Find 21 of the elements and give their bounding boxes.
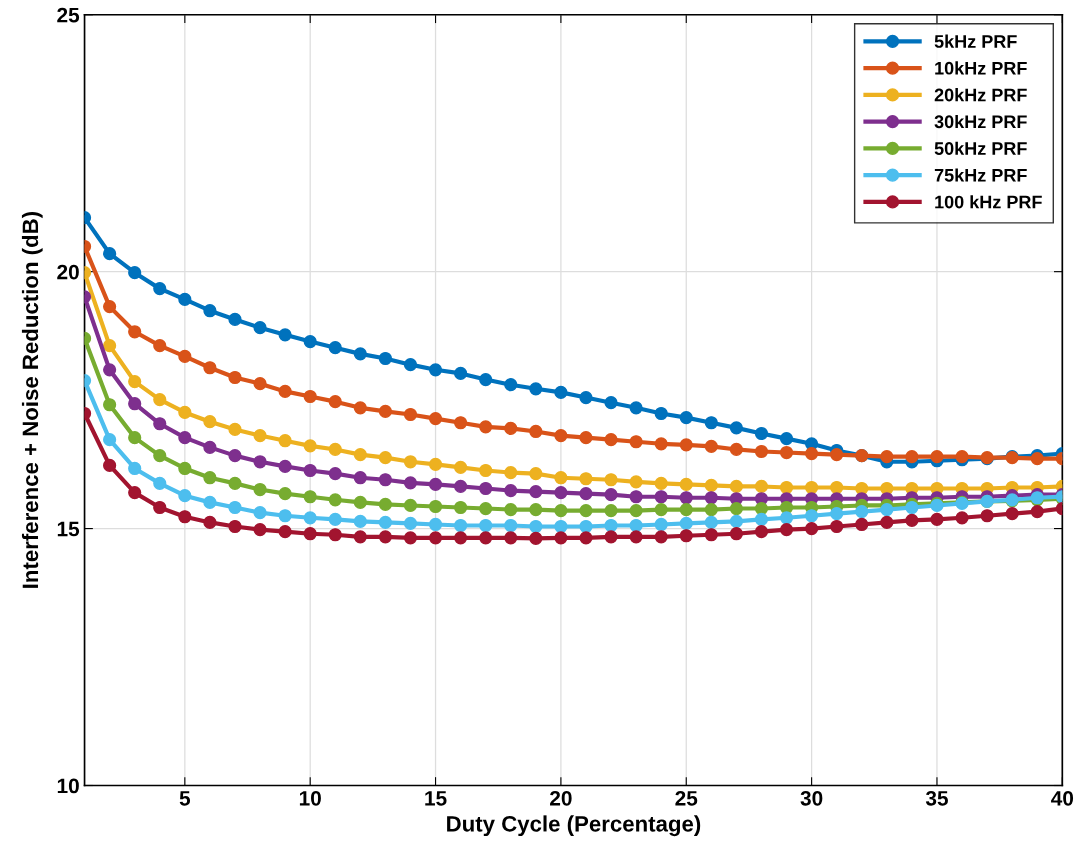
x-tick-label: 40 xyxy=(1051,790,1074,806)
legend-label: 5kHz PRF xyxy=(934,34,1017,48)
y-tick-label: 15 xyxy=(57,521,80,537)
y-tick-label: 20 xyxy=(57,264,79,280)
x-axis-title: Duty Cycle (Percentage) xyxy=(447,815,701,837)
legend-label: 50kHz PRF xyxy=(934,141,1027,155)
x-tick-label: 15 xyxy=(425,791,447,806)
y-axis-title: Interference + Noise Reduction (dB) xyxy=(21,211,43,588)
legend-label: 20kHz PRF xyxy=(934,88,1027,102)
legend-label: 30kHz PRF xyxy=(934,114,1027,129)
x-tick-label: 25 xyxy=(675,790,698,806)
y-tick-label: 25 xyxy=(57,7,80,23)
x-tick-label: 10 xyxy=(299,790,321,806)
x-tick-label: 20 xyxy=(550,790,572,806)
legend-label: 75kHz PRF xyxy=(934,168,1027,182)
x-tick-label: 30 xyxy=(800,790,823,806)
x-tick-label: 35 xyxy=(925,790,948,806)
x-tick-label: 5 xyxy=(179,791,191,806)
legend-label: 10kHz PRF xyxy=(935,61,1027,75)
legend-label: 100 kHz PRF xyxy=(935,195,1042,209)
y-tick-label: 10 xyxy=(57,778,79,794)
